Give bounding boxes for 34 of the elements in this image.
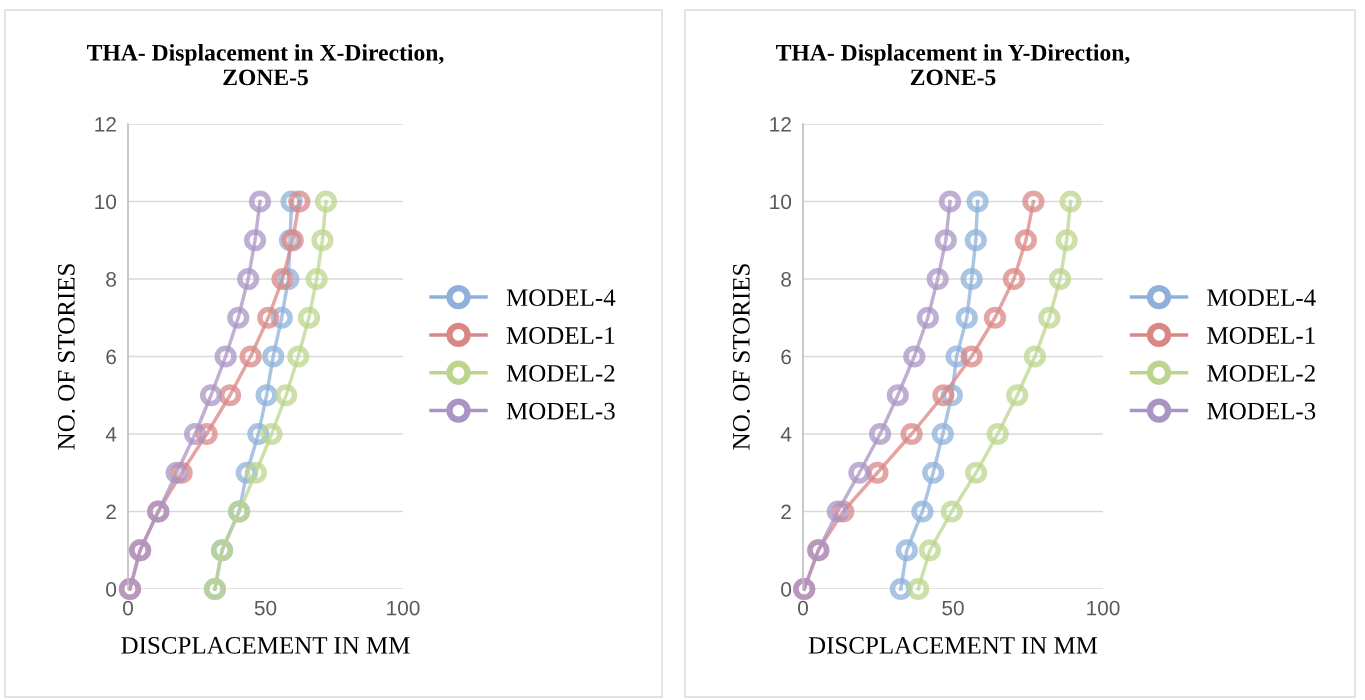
y-axis-title: NO. OF STORIES <box>57 264 75 450</box>
chart-title: THA- Displacement in X-Direction, ZONE-5 <box>87 44 444 86</box>
y-tick-label: 4 <box>780 427 792 442</box>
x-tick-label: 50 <box>254 600 277 616</box>
legend-label: MODEL-2 <box>506 364 615 382</box>
x-axis-title: DISCPLACEMENT IN MM <box>121 636 410 654</box>
legend-label: MODEL-2 <box>1207 364 1315 382</box>
y-tick-label: 0 <box>781 582 792 597</box>
chart-title: THA- Displacement in Y-Direction, ZONE-5 <box>776 44 1130 86</box>
x-tick-label: 100 <box>387 600 420 616</box>
y-tick-label: 6 <box>106 349 116 365</box>
y-axis-title: NO. OF STORIES <box>732 264 750 450</box>
y-tick-label: 10 <box>770 194 792 210</box>
y-tick-label: 12 <box>95 117 116 132</box>
x-axis-title: DISCPLACEMENT IN MM <box>808 636 1098 654</box>
y-tick-label: 8 <box>106 272 116 287</box>
legend-label: MODEL-4 <box>506 289 616 307</box>
x-tick-label: 50 <box>942 600 964 616</box>
y-tick-label: 8 <box>781 272 791 287</box>
y-tick-label: 6 <box>781 349 791 365</box>
x-tick-label: 0 <box>798 600 808 616</box>
y-tick-label: 0 <box>106 582 117 597</box>
legend-label: MODEL-1 <box>506 327 615 344</box>
legend-label: MODEL-1 <box>1207 327 1315 344</box>
y-tick-label: 4 <box>105 427 117 442</box>
x-tick-label: 100 <box>1087 600 1120 616</box>
x-tick-label: 0 <box>123 600 133 616</box>
y-tick-label: 12 <box>770 117 791 132</box>
legend-label: MODEL-3 <box>506 402 615 420</box>
legend-label: MODEL-3 <box>1207 402 1316 420</box>
y-tick-label: 2 <box>106 504 116 520</box>
y-tick-label: 10 <box>95 194 117 210</box>
y-tick-label: 2 <box>781 504 791 520</box>
legend-label: MODEL-4 <box>1207 289 1316 307</box>
